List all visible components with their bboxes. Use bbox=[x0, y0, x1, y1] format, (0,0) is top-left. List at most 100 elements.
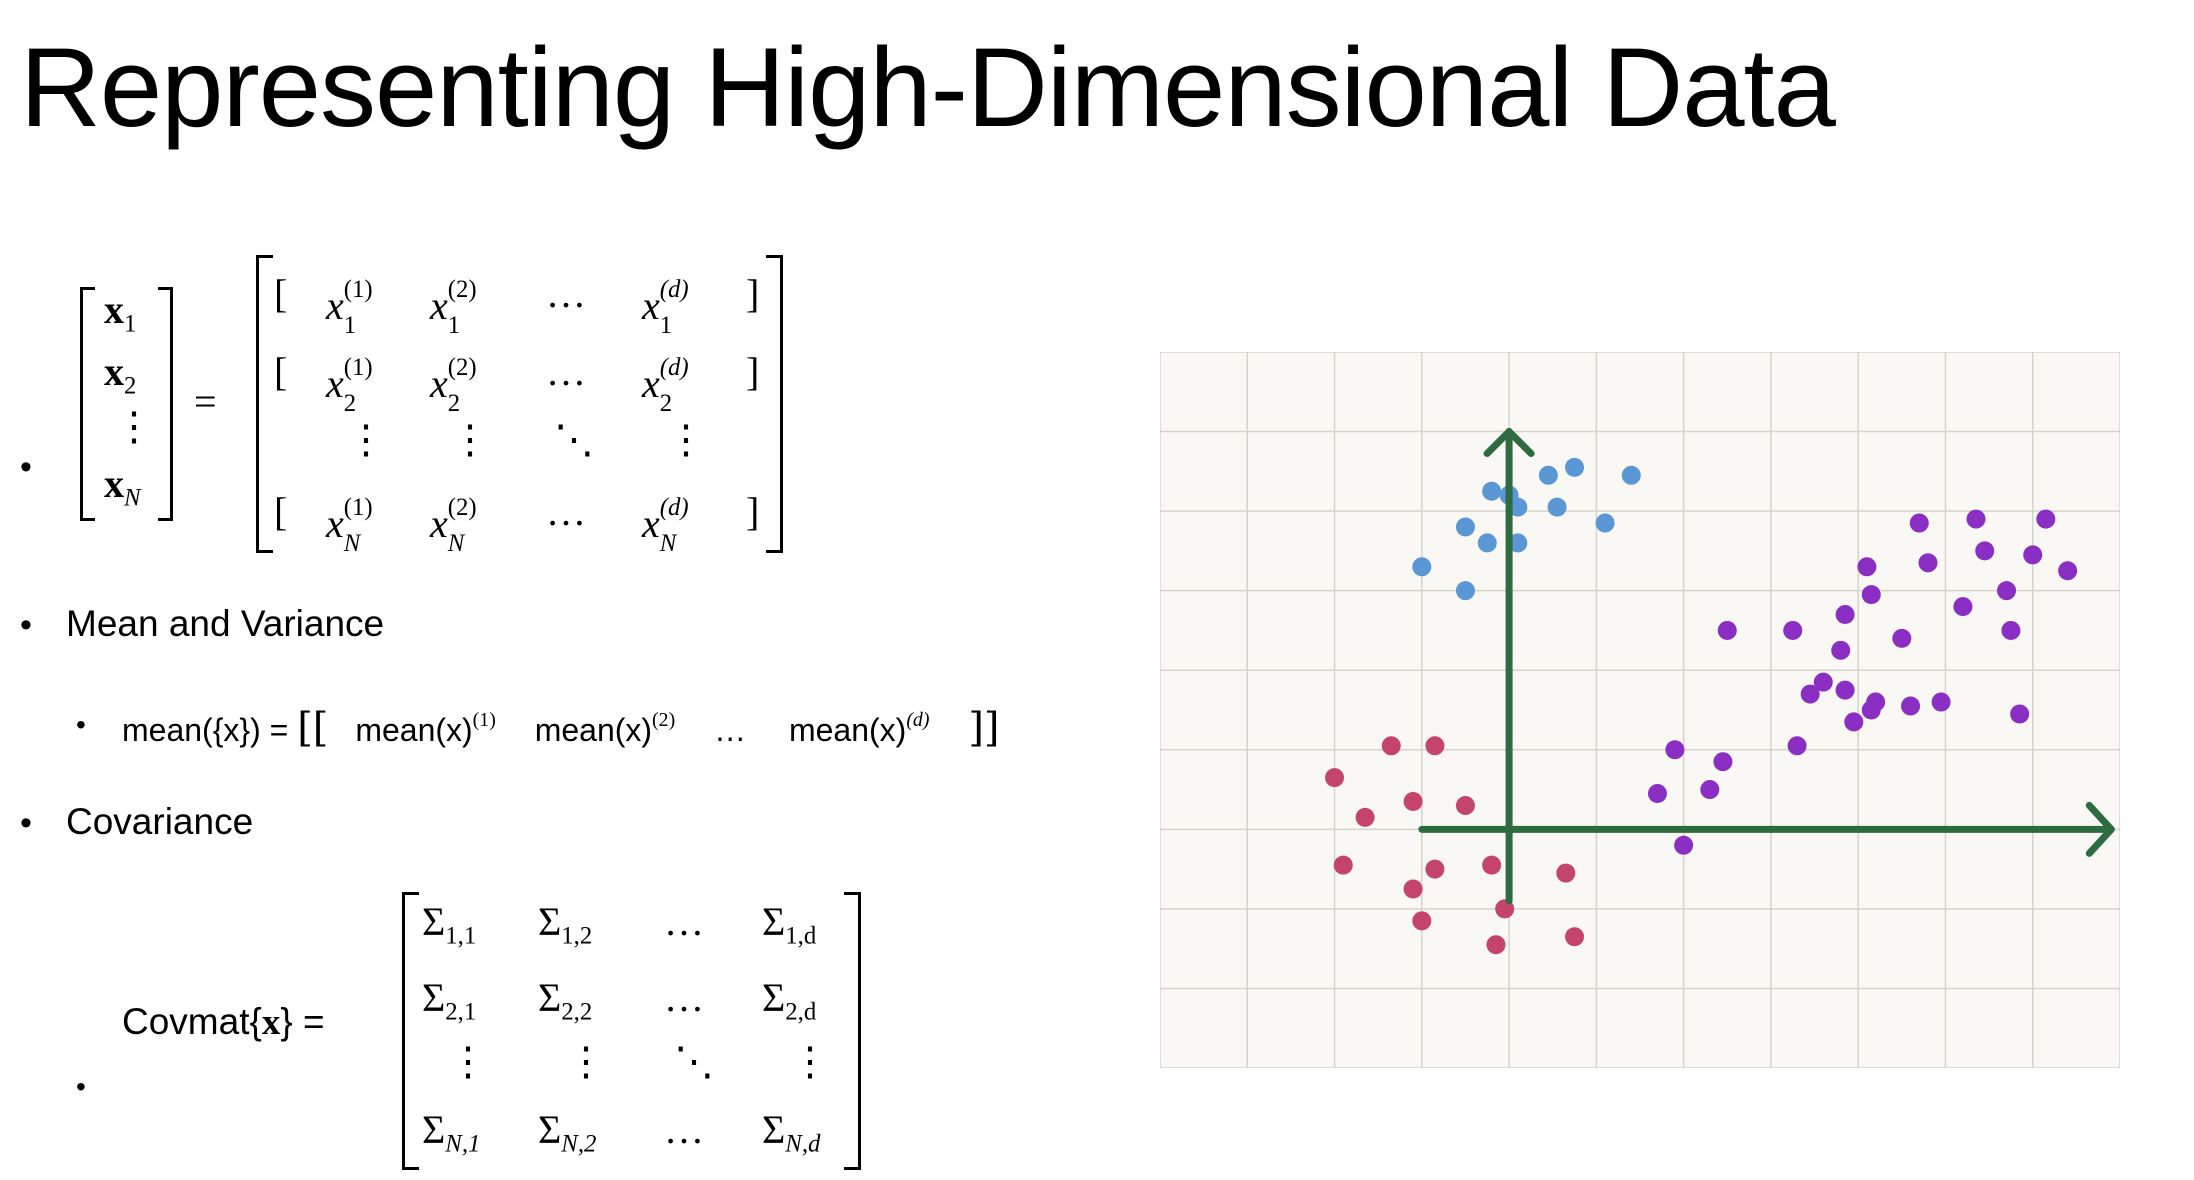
data-point-series-2 bbox=[1425, 859, 1445, 879]
data-point-series-2 bbox=[1486, 935, 1506, 955]
data-point-series-1 bbox=[1455, 517, 1475, 537]
data-point-series-1 bbox=[1455, 581, 1475, 601]
data-point-series-2 bbox=[1565, 927, 1585, 947]
data-point-series-3 bbox=[1787, 736, 1807, 756]
vector-right-bracket bbox=[158, 287, 173, 521]
covmat-ddots: ⋱ bbox=[674, 1039, 714, 1084]
covmat-vdots: ⋮ bbox=[790, 1039, 830, 1084]
data-point-series-2 bbox=[1412, 911, 1432, 931]
data-point-series-3 bbox=[1717, 620, 1737, 640]
data-point-series-2 bbox=[1556, 863, 1576, 883]
vector-vdots: ⋮ bbox=[114, 404, 154, 449]
data-point-series-1 bbox=[1508, 533, 1528, 553]
matrix-hdots: … bbox=[546, 489, 586, 534]
data-point-series-3 bbox=[1975, 541, 1995, 561]
data-point-series-2 bbox=[1403, 879, 1423, 899]
data-point-series-3 bbox=[1674, 835, 1694, 855]
covmat-lhs: Covmat{x} = bbox=[122, 1001, 325, 1043]
data-point-series-2 bbox=[1355, 807, 1375, 827]
vector-entry: xN bbox=[104, 461, 141, 512]
x-axis-arrowhead bbox=[2085, 801, 2115, 833]
mean-entry: mean(x) bbox=[788, 711, 907, 748]
matrix-entry: x (d) 2 bbox=[642, 354, 689, 417]
sub-bullet-dot: • bbox=[76, 1071, 86, 1102]
data-point-series-3 bbox=[1647, 784, 1667, 804]
data-point-series-3 bbox=[1861, 700, 1881, 720]
data-point-series-3 bbox=[1953, 597, 1973, 617]
covmat-entry: Σ2,2 bbox=[538, 975, 593, 1026]
data-point-series-2 bbox=[1482, 855, 1502, 875]
covmat-entry: Σ2,d bbox=[762, 975, 817, 1026]
data-point-series-3 bbox=[1857, 557, 1877, 577]
data-point-series-1 bbox=[1621, 465, 1641, 485]
data-point-series-3 bbox=[1892, 628, 1912, 648]
data-point-series-3 bbox=[1918, 553, 1938, 573]
data-point-series-3 bbox=[1931, 692, 1951, 712]
matrix-entry: x (1) N bbox=[326, 494, 373, 557]
matrix-entry: x (1) 2 bbox=[326, 354, 373, 417]
y-axis-arrowhead bbox=[1505, 428, 1535, 458]
row-close-bracket: ] bbox=[746, 489, 760, 534]
data-point-series-2 bbox=[1381, 736, 1401, 756]
row-close-bracket: ] bbox=[746, 271, 760, 316]
covmat-entry: ΣN,d bbox=[762, 1107, 821, 1158]
matrix-entry: x (1) 1 bbox=[326, 276, 373, 339]
mean-formula: mean({x}) = [[ mean(x)(1) mean(x)(2) … m… bbox=[122, 704, 1000, 751]
slide-title: Representing High-Dimensional Data bbox=[20, 25, 1836, 150]
data-point-series-2 bbox=[1425, 736, 1445, 756]
data-point-series-3 bbox=[2001, 620, 2021, 640]
covmat-entry: Σ2,1 bbox=[422, 975, 477, 1026]
plot-background bbox=[1160, 352, 2120, 1068]
bullet-label: Covariance bbox=[66, 801, 254, 842]
x-axis-arrowhead bbox=[2085, 825, 2115, 857]
data-point-series-3 bbox=[2010, 704, 2030, 724]
data-point-series-3 bbox=[1783, 620, 1803, 640]
data-point-series-3 bbox=[1844, 712, 1864, 732]
matrix-hdots: … bbox=[546, 349, 586, 394]
data-point-series-3 bbox=[1831, 640, 1851, 660]
covmat-entry: ΣN,1 bbox=[422, 1107, 481, 1158]
matrix-entry: x (2) 1 bbox=[430, 276, 477, 339]
data-point-series-3 bbox=[1901, 696, 1921, 716]
data-point-series-1 bbox=[1595, 513, 1615, 533]
matrix-left-bracket bbox=[256, 255, 273, 553]
data-point-series-1 bbox=[1538, 465, 1558, 485]
data-point-series-1 bbox=[1477, 533, 1497, 553]
covmat-hdots: … bbox=[664, 1107, 704, 1152]
vector-entry: x1 bbox=[104, 287, 137, 338]
matrix-entry: x (2) 2 bbox=[430, 354, 477, 417]
data-point-series-3 bbox=[1813, 672, 1833, 692]
matrix-vdots: ⋮ bbox=[450, 417, 490, 462]
bullet-dot: • bbox=[20, 606, 32, 644]
plot-points bbox=[1325, 457, 2078, 955]
data-point-series-3 bbox=[2058, 561, 2078, 581]
matrix-ddots: ⋱ bbox=[554, 417, 594, 462]
row-open-bracket: [ bbox=[274, 271, 288, 316]
data-point-series-3 bbox=[1909, 513, 1929, 533]
data-point-series-3 bbox=[1713, 752, 1733, 772]
mean-entry: mean(x) bbox=[355, 711, 473, 748]
bullet-dot: • bbox=[20, 448, 32, 486]
data-point-series-3 bbox=[1966, 509, 1986, 529]
matrix-right-bracket bbox=[766, 255, 783, 553]
data-point-series-3 bbox=[1835, 605, 1855, 625]
matrix-entry: x (2) N bbox=[430, 494, 477, 557]
sub-bullet-dot: • bbox=[76, 709, 86, 740]
vector-entry: x2 bbox=[104, 349, 137, 400]
covmat-left-bracket bbox=[402, 892, 419, 1170]
data-point-series-2 bbox=[1333, 855, 1353, 875]
mean-hdots: … bbox=[714, 711, 747, 748]
plot-axes bbox=[1418, 428, 2115, 905]
vector-left-bracket bbox=[80, 287, 95, 521]
matrix-vdots: ⋮ bbox=[666, 417, 706, 462]
data-point-series-1 bbox=[1565, 457, 1585, 477]
matrix-vdots: ⋮ bbox=[346, 417, 386, 462]
row-open-bracket: [ bbox=[274, 349, 288, 394]
data-point-series-3 bbox=[1665, 740, 1685, 760]
data-point-series-3 bbox=[1800, 684, 1820, 704]
row-open-bracket: [ bbox=[274, 489, 288, 534]
covmat-vdots: ⋮ bbox=[448, 1039, 488, 1084]
data-point-series-3 bbox=[2036, 509, 2056, 529]
data-point-series-3 bbox=[1861, 585, 1881, 605]
